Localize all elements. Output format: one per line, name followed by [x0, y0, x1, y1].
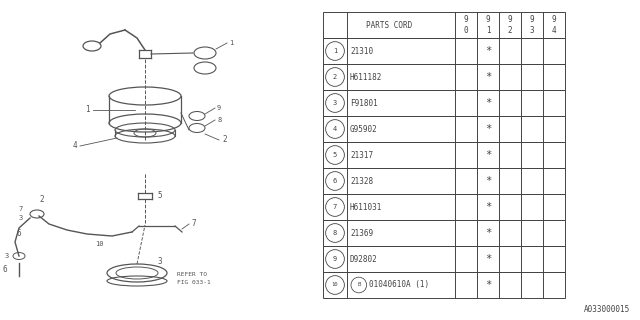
Text: 10: 10 — [332, 283, 339, 287]
Text: *: * — [485, 124, 491, 134]
Bar — [323, 246, 565, 272]
Text: H611182: H611182 — [350, 73, 382, 82]
Text: 9: 9 — [486, 15, 490, 24]
Text: 9: 9 — [464, 15, 468, 24]
Text: 1: 1 — [333, 48, 337, 54]
Text: 4: 4 — [72, 141, 77, 150]
Text: D92802: D92802 — [350, 254, 378, 263]
Text: 9: 9 — [530, 15, 534, 24]
Text: 6: 6 — [333, 178, 337, 184]
Text: 9: 9 — [217, 105, 221, 111]
Text: 21328: 21328 — [350, 177, 373, 186]
Text: REFER TO: REFER TO — [177, 273, 207, 277]
Bar — [323, 38, 565, 64]
Bar — [323, 220, 565, 246]
Text: A033000015: A033000015 — [584, 305, 630, 314]
Bar — [323, 12, 565, 38]
Text: F91801: F91801 — [350, 99, 378, 108]
Text: 5: 5 — [333, 152, 337, 158]
Text: B: B — [357, 283, 360, 287]
Text: *: * — [485, 72, 491, 82]
Text: 9: 9 — [552, 15, 556, 24]
Text: *: * — [485, 46, 491, 56]
Text: 3: 3 — [333, 100, 337, 106]
Text: 6: 6 — [3, 265, 7, 274]
Text: FIG 033-1: FIG 033-1 — [177, 281, 211, 285]
Text: *: * — [485, 98, 491, 108]
Text: 2: 2 — [40, 195, 44, 204]
Text: 4: 4 — [552, 26, 556, 35]
Text: 4: 4 — [333, 126, 337, 132]
Bar — [323, 194, 565, 220]
Text: 7: 7 — [192, 220, 196, 228]
Text: 1: 1 — [85, 106, 90, 115]
Text: 8: 8 — [333, 230, 337, 236]
Text: G95902: G95902 — [350, 124, 378, 133]
Bar — [323, 168, 565, 194]
Text: 3: 3 — [19, 215, 23, 221]
Text: H611031: H611031 — [350, 203, 382, 212]
Text: *: * — [485, 254, 491, 264]
Text: 10: 10 — [95, 241, 103, 247]
Text: 7: 7 — [19, 206, 23, 212]
Text: *: * — [485, 150, 491, 160]
Bar — [323, 142, 565, 168]
Text: *: * — [485, 176, 491, 186]
Text: 1: 1 — [486, 26, 490, 35]
Text: 3: 3 — [530, 26, 534, 35]
Bar — [323, 272, 565, 298]
Text: 6: 6 — [17, 229, 21, 238]
Text: 3: 3 — [157, 257, 162, 266]
Text: 1: 1 — [229, 40, 233, 46]
Text: 9: 9 — [333, 256, 337, 262]
Bar — [323, 116, 565, 142]
Text: *: * — [485, 228, 491, 238]
Text: 2: 2 — [222, 135, 227, 145]
Text: *: * — [485, 280, 491, 290]
Text: 0: 0 — [464, 26, 468, 35]
Text: 21310: 21310 — [350, 46, 373, 55]
Text: *: * — [485, 202, 491, 212]
Bar — [323, 64, 565, 90]
Text: 01040610A (1): 01040610A (1) — [369, 281, 429, 290]
Text: 7: 7 — [333, 204, 337, 210]
Text: 8: 8 — [217, 117, 221, 123]
Text: 21369: 21369 — [350, 228, 373, 237]
Text: PARTS CORD: PARTS CORD — [366, 20, 412, 29]
Text: 5: 5 — [157, 191, 162, 201]
Text: 2: 2 — [333, 74, 337, 80]
Text: 2: 2 — [508, 26, 512, 35]
Text: 9: 9 — [508, 15, 512, 24]
Bar — [323, 90, 565, 116]
Text: 3: 3 — [4, 253, 9, 259]
Text: 21317: 21317 — [350, 150, 373, 159]
